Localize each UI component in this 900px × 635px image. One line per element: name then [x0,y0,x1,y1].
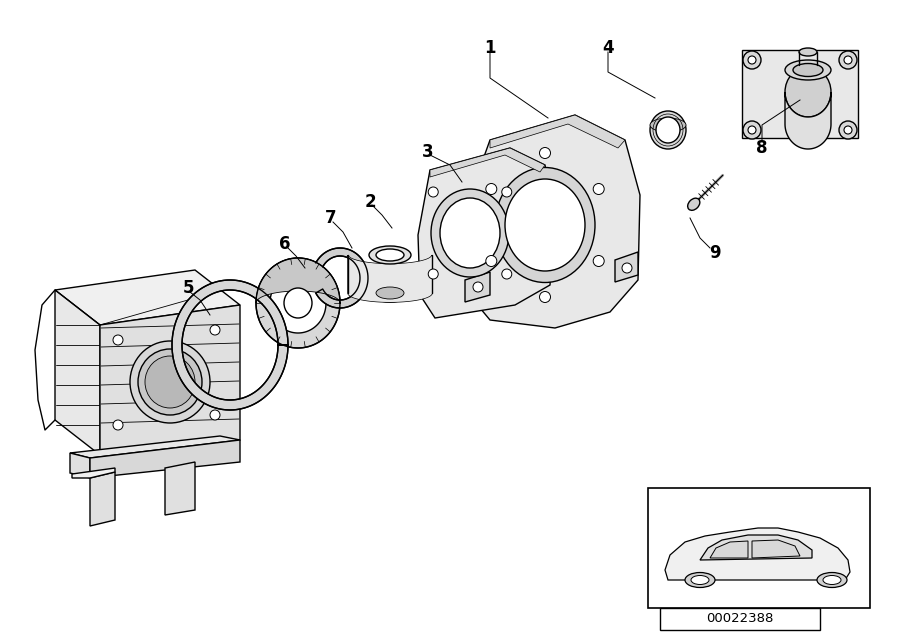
Polygon shape [348,255,432,302]
Ellipse shape [130,341,210,423]
Ellipse shape [785,67,831,117]
Circle shape [593,255,604,267]
Polygon shape [465,272,490,302]
Circle shape [743,51,761,69]
Circle shape [210,325,220,335]
Polygon shape [55,270,240,325]
Circle shape [844,126,852,134]
Ellipse shape [138,349,202,415]
Circle shape [486,255,497,267]
Circle shape [473,282,483,292]
Circle shape [839,51,857,69]
Text: 7: 7 [325,209,337,227]
Polygon shape [490,115,625,148]
Circle shape [622,263,632,273]
Polygon shape [165,462,195,515]
Ellipse shape [785,60,831,80]
Polygon shape [100,305,240,455]
Polygon shape [710,541,748,558]
Polygon shape [348,255,432,302]
Circle shape [428,269,438,279]
Ellipse shape [650,111,686,149]
Polygon shape [256,258,340,348]
Polygon shape [256,258,340,303]
Polygon shape [742,50,858,138]
Circle shape [502,269,512,279]
Ellipse shape [823,575,841,584]
Text: 4: 4 [602,39,614,57]
Polygon shape [70,453,90,478]
Text: 3: 3 [422,143,434,161]
Circle shape [113,420,123,430]
Polygon shape [72,468,115,478]
Polygon shape [785,92,831,149]
Text: 1: 1 [484,39,496,57]
Text: 00022388: 00022388 [706,613,774,625]
Ellipse shape [817,573,847,587]
Circle shape [113,335,123,345]
Polygon shape [462,115,640,328]
Polygon shape [55,290,100,455]
Ellipse shape [431,189,509,277]
Ellipse shape [145,356,195,408]
Ellipse shape [369,284,411,302]
Polygon shape [665,528,850,580]
Bar [648,488,870,608]
Ellipse shape [369,246,411,264]
Polygon shape [70,436,240,458]
Ellipse shape [284,288,312,318]
Circle shape [539,291,551,302]
Text: 5: 5 [182,279,194,297]
Circle shape [210,410,220,420]
Circle shape [593,184,604,194]
Polygon shape [700,535,812,560]
Text: 6: 6 [279,235,291,253]
Circle shape [844,56,852,64]
Ellipse shape [376,287,404,299]
Ellipse shape [376,249,404,261]
Ellipse shape [685,573,715,587]
Ellipse shape [650,118,686,132]
Circle shape [502,187,512,197]
Circle shape [839,121,857,139]
Ellipse shape [688,198,700,210]
Polygon shape [172,280,288,410]
Ellipse shape [799,48,817,56]
Ellipse shape [656,117,680,143]
Polygon shape [418,148,555,318]
Polygon shape [615,252,638,282]
Ellipse shape [691,575,709,584]
Ellipse shape [495,168,595,283]
Text: 2: 2 [364,193,376,211]
Circle shape [748,126,756,134]
Circle shape [743,121,761,139]
Polygon shape [752,540,800,558]
Circle shape [486,184,497,194]
Circle shape [428,187,438,197]
Circle shape [539,147,551,159]
Polygon shape [430,148,545,177]
Text: 9: 9 [709,244,721,262]
Ellipse shape [440,198,500,268]
Ellipse shape [505,179,585,271]
Polygon shape [90,472,115,526]
Ellipse shape [793,64,823,76]
Polygon shape [90,440,240,478]
Text: 8: 8 [756,139,768,157]
Circle shape [748,56,756,64]
Polygon shape [316,248,368,308]
Bar [660,608,820,630]
